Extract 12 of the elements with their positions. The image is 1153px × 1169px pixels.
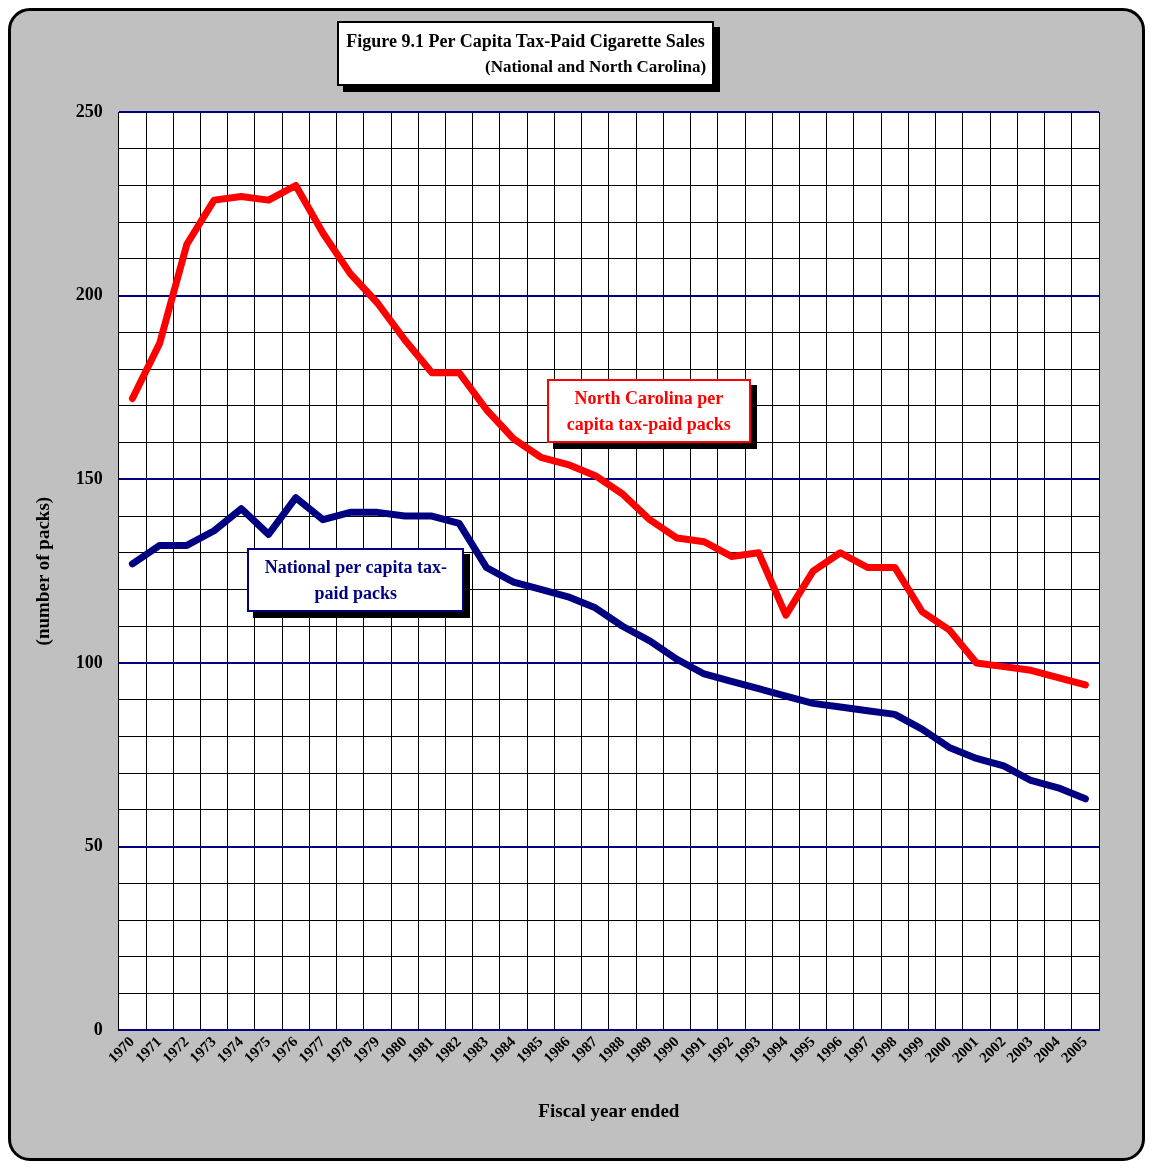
series-label: National per capita tax-paid packs [247,548,465,613]
y-tick-label: 0 [93,1018,103,1039]
x-axis-title: Fiscal year ended [538,1099,680,1121]
chart-subtitle: (National and North Carolina) [484,56,707,78]
y-tick-label: 150 [75,467,103,488]
y-tick-label: 200 [75,284,103,305]
chart-title: Figure 9.1 Per Capita Tax-Paid Cigarette Sales [346,31,705,51]
y-tick-label: 250 [75,100,103,121]
y-axis-title: (number of packs) [32,496,55,646]
y-tick-label: 100 [75,651,103,672]
y-tick-label: 50 [84,835,103,856]
series-label: North Carolina per capita tax-paid packs [546,379,751,444]
